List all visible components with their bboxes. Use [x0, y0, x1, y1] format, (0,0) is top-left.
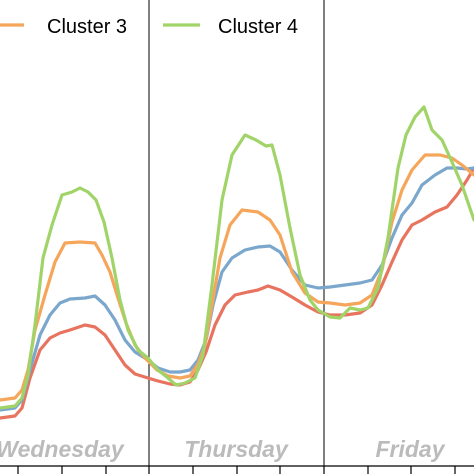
series-lines — [0, 105, 474, 420]
series-line-4 — [0, 166, 474, 420]
day-labels: Wednesday Thursday Friday — [0, 436, 446, 462]
x-axis — [0, 465, 474, 474]
legend-label-cluster-4: Cluster 4 — [218, 16, 298, 38]
legend: Cluster 3 Cluster 4 — [0, 16, 298, 38]
day-label-thursday: Thursday — [184, 436, 289, 462]
legend-label-cluster-3: Cluster 3 — [47, 16, 127, 38]
series-line-2 — [0, 105, 474, 410]
day-label-friday: Friday — [375, 436, 445, 462]
series-line-3 — [0, 166, 474, 412]
day-separators — [148, 0, 325, 474]
day-label-wednesday: Wednesday — [0, 436, 125, 462]
